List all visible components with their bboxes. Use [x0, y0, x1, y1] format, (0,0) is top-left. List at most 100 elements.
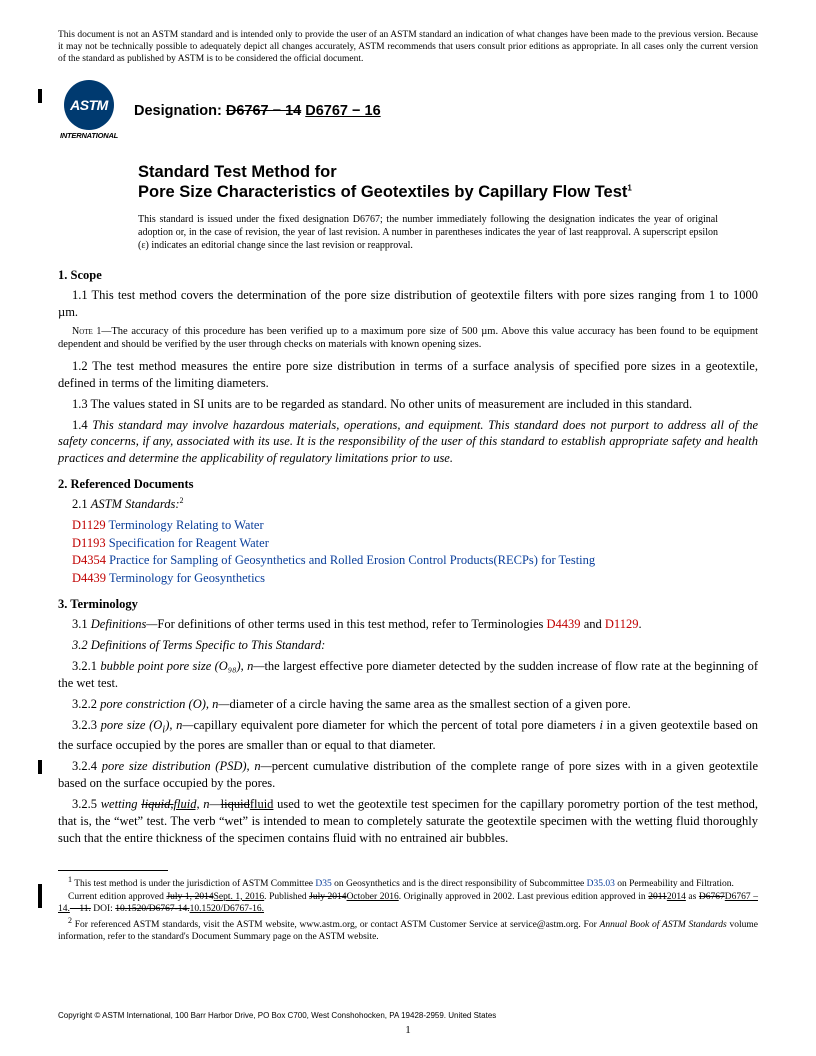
- fn1b-c: . Originally approved in 2002. Last prev…: [399, 892, 648, 902]
- copyright: Copyright © ASTM International, 100 Barr…: [58, 1011, 496, 1020]
- fn1-c: on Permeability and Filtration.: [615, 880, 734, 890]
- footnote-2: 2 For referenced ASTM standards, visit t…: [58, 916, 758, 944]
- p325-struck1: liquid,: [141, 797, 173, 811]
- p325-new2: fluid: [250, 797, 274, 811]
- fn1-link1[interactable]: D35: [315, 880, 331, 890]
- fn1b-b: . Published: [264, 892, 309, 902]
- ref-d4354[interactable]: D4354 Practice for Sampling of Geosynthe…: [72, 552, 758, 570]
- change-bar-2: [38, 760, 42, 774]
- p324-num: 3.2.4: [72, 759, 102, 773]
- fn1b-s4: D6767: [699, 892, 725, 902]
- fn1b-s3: 2011: [648, 892, 667, 902]
- p31-and: and: [581, 617, 605, 631]
- issued-note: This standard is issued under the fixed …: [138, 213, 718, 252]
- fn1b-d: as: [686, 892, 699, 902]
- section-2-head: 2. Referenced Documents: [58, 477, 758, 492]
- change-bar: [38, 89, 42, 103]
- p323-term-a: pore size (O: [101, 718, 163, 732]
- p323-num: 3.2.3: [72, 718, 101, 732]
- p323-term: pore size (Oi), n—: [101, 718, 194, 732]
- fn1b-n1: Sept. 1, 2016: [214, 892, 265, 902]
- fn1-a: This test method is under the jurisdicti…: [72, 880, 315, 890]
- title-sup: 1: [627, 184, 631, 193]
- fn2-ital: Annual Book of ASTM Standards: [600, 920, 727, 930]
- para-2-1-num: 2.1: [72, 497, 91, 511]
- fn1b-s1: July 1, 2014: [166, 892, 213, 902]
- para-3-2-5: 3.2.5 wetting liquid,fluid, n—liquidflui…: [58, 796, 758, 847]
- para-2-1-sup: 2: [180, 496, 184, 505]
- designation-label: Designation:: [134, 103, 222, 119]
- note-1-text: The accuracy of this procedure has been …: [58, 326, 758, 351]
- para-2-1-label: ASTM Standards:: [91, 497, 180, 511]
- fn1b-s5: – 11.: [70, 904, 91, 914]
- change-bar-3: [38, 884, 42, 908]
- footnote-1b: Current edition approved July 1, 2014Sep…: [58, 891, 758, 916]
- fn2-a: For referenced ASTM standards, visit the…: [72, 920, 600, 930]
- title-line1: Standard Test Method for: [138, 163, 337, 181]
- para-1-4: 1.4 This standard may involve hazardous …: [58, 417, 758, 468]
- fn1b-e: DOI:: [91, 904, 115, 914]
- astm-logo-text: INTERNATIONAL: [60, 131, 118, 140]
- p325-term-b: n—: [200, 797, 221, 811]
- p323-text-a: capillary equivalent pore diameter for w…: [194, 718, 600, 732]
- p325-term-a: wetting: [101, 797, 142, 811]
- redline-disclaimer: This document is not an ASTM standard an…: [58, 30, 758, 66]
- para-1-3: 1.3 The values stated in SI units are to…: [58, 396, 758, 413]
- astm-logo-circle: ASTM: [64, 80, 114, 130]
- fn1b-n3: 2014: [667, 892, 686, 902]
- p322-term: pore constriction (O), n—: [100, 697, 229, 711]
- para-3-2-1: 3.2.1 bubble point pore size (O₉₈), n—th…: [58, 658, 758, 692]
- para-3-2: 3.2 Definitions of Terms Specific to Thi…: [58, 637, 758, 654]
- fn1-b: on Geosynthetics and is the direct respo…: [332, 880, 587, 890]
- ref-code-d4439: D4439: [72, 571, 106, 585]
- p325-num: 3.2.5: [72, 797, 101, 811]
- ref-code-d1129: D1129: [72, 518, 106, 532]
- designation: Designation: D6767 − 14 D6767 − 16: [134, 103, 381, 119]
- ref-title-d1193: Specification for Reagent Water: [109, 536, 269, 550]
- footnote-1: 1 This test method is under the jurisdic…: [58, 875, 758, 891]
- para-1-2: 1.2 The test method measures the entire …: [58, 358, 758, 392]
- page-number: 1: [0, 1024, 816, 1036]
- p31-ref1[interactable]: D4439: [547, 617, 581, 631]
- p325-new1: fluid,: [174, 797, 200, 811]
- document-title: Standard Test Method for Pore Size Chara…: [138, 162, 758, 203]
- fn1-link2[interactable]: D35.03: [587, 880, 615, 890]
- p324-term: pore size distribution (PSD), n—: [102, 759, 272, 773]
- fn1b-s2: July 2014: [309, 892, 346, 902]
- para-3-2-3: 3.2.3 pore size (Oi), n—capillary equiva…: [58, 717, 758, 754]
- para-1-4-text: This standard may involve hazardous mate…: [58, 418, 758, 466]
- p322-text: diameter of a circle having the same are…: [230, 697, 631, 711]
- ref-code-d4354: D4354: [72, 553, 106, 567]
- fn1b-n2: October 2016: [347, 892, 399, 902]
- ref-title-d4354: Practice for Sampling of Geosynthetics a…: [109, 553, 595, 567]
- fn1b-n6: 10.1520/D6767-16.: [190, 904, 264, 914]
- section-1-head: 1. Scope: [58, 268, 758, 283]
- note-1: Note 1—The accuracy of this procedure ha…: [58, 325, 758, 352]
- p322-num: 3.2.2: [72, 697, 100, 711]
- p31-num: 3.1: [72, 617, 91, 631]
- reference-list: D1129 Terminology Relating to Water D119…: [72, 517, 758, 587]
- p325-struck2: liquid: [221, 797, 250, 811]
- fn1b-a: Current edition approved: [68, 892, 166, 902]
- p325-term: wetting liquid,fluid, n—: [101, 797, 221, 811]
- p323-term-b: ), n—: [165, 718, 193, 732]
- p31-term: Definitions—: [91, 617, 158, 631]
- footnote-separator: [58, 870, 168, 871]
- designation-struck: D6767 − 14: [226, 103, 301, 119]
- astm-logo: ASTM INTERNATIONAL: [58, 80, 120, 142]
- ref-d1129[interactable]: D1129 Terminology Relating to Water: [72, 517, 758, 535]
- note-1-label: Note 1—: [72, 326, 111, 337]
- para-2-1: 2.1 ASTM Standards:2: [58, 496, 758, 513]
- section-3-head: 3. Terminology: [58, 597, 758, 612]
- ref-d1193[interactable]: D1193 Specification for Reagent Water: [72, 535, 758, 553]
- p31-end: .: [638, 617, 641, 631]
- ref-d4439[interactable]: D4439 Terminology for Geosynthetics: [72, 570, 758, 588]
- para-3-2-4: 3.2.4 pore size distribution (PSD), n—pe…: [58, 758, 758, 792]
- title-block: Standard Test Method for Pore Size Chara…: [138, 162, 758, 203]
- fn1b-s6: 10.1520/D6767-14.: [115, 904, 189, 914]
- p321-num: 3.2.1: [72, 659, 100, 673]
- p31-ref2[interactable]: D1129: [605, 617, 639, 631]
- ref-title-d4439: Terminology for Geosynthetics: [109, 571, 265, 585]
- header-row: ASTM INTERNATIONAL Designation: D6767 − …: [58, 80, 758, 142]
- title-line2: Pore Size Characteristics of Geotextiles…: [138, 183, 627, 201]
